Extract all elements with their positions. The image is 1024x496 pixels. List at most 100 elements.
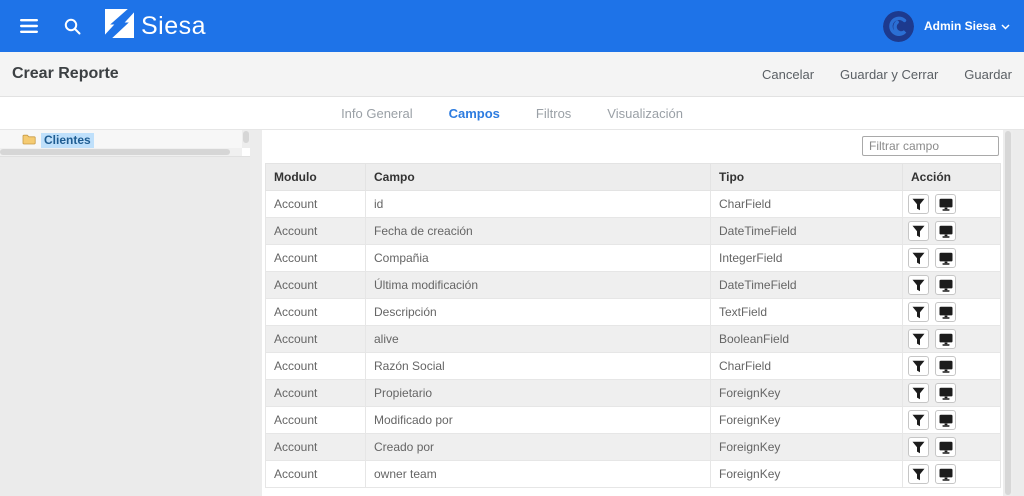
- siesa-logo-icon: [101, 9, 138, 43]
- cell-accion: [902, 298, 1001, 326]
- monitor-icon[interactable]: [935, 464, 957, 484]
- filter-field-input[interactable]: [862, 136, 999, 156]
- fields-table: Modulo Campo Tipo Acción Account id Char…: [265, 163, 1001, 488]
- tab-visualizacion[interactable]: Visualización: [607, 105, 683, 121]
- cell-accion: [902, 325, 1001, 353]
- cell-tipo: DateTimeField: [710, 271, 903, 299]
- cell-campo: owner team: [365, 460, 711, 488]
- cell-accion: [902, 190, 1001, 218]
- monitor-icon[interactable]: [935, 194, 957, 214]
- filter-icon[interactable]: [908, 356, 929, 376]
- cell-accion: [902, 379, 1001, 407]
- table-row: Account Última modificación DateTimeFiel…: [265, 271, 1001, 299]
- monitor-icon[interactable]: [935, 221, 957, 241]
- cell-accion: [902, 406, 1001, 434]
- cell-campo: Descripción: [365, 298, 711, 326]
- monitor-icon[interactable]: [935, 275, 957, 295]
- tab-campos[interactable]: Campos: [448, 105, 500, 121]
- cell-tipo: ForeignKey: [710, 406, 903, 434]
- tree-vertical-scrollbar[interactable]: [242, 130, 250, 149]
- monitor-icon[interactable]: [935, 302, 957, 322]
- table-header-row: Modulo Campo Tipo Acción: [265, 163, 1001, 191]
- filter-icon[interactable]: [908, 275, 929, 295]
- folder-icon: [22, 132, 36, 150]
- report-toolbar: Crear Reporte Cancelar Guardar y Cerrar …: [0, 52, 1024, 97]
- cell-modulo: Account: [265, 460, 366, 488]
- cell-tipo: CharField: [710, 352, 903, 380]
- cell-modulo: Account: [265, 217, 366, 245]
- table-row: Account Descripción TextField: [265, 298, 1001, 326]
- cell-accion: [902, 271, 1001, 299]
- user-avatar[interactable]: [882, 10, 914, 42]
- cell-campo: alive: [365, 325, 711, 353]
- header-campo: Campo: [365, 163, 711, 191]
- cell-campo: Fecha de creación: [365, 217, 711, 245]
- chevron-down-icon: [1001, 17, 1010, 35]
- cell-accion: [902, 460, 1001, 488]
- filter-icon[interactable]: [908, 437, 929, 457]
- table-row: Account Fecha de creación DateTimeField: [265, 217, 1001, 245]
- fields-panel: Modulo Campo Tipo Acción Account id Char…: [262, 130, 1003, 496]
- tree-panel: Clientes: [0, 130, 250, 157]
- cell-accion: [902, 244, 1001, 272]
- monitor-icon[interactable]: [935, 383, 957, 403]
- cell-campo: Modificado por: [365, 406, 711, 434]
- cell-modulo: Account: [265, 271, 366, 299]
- monitor-icon[interactable]: [935, 356, 957, 376]
- cancel-button[interactable]: Cancelar: [762, 63, 814, 86]
- filter-icon[interactable]: [908, 383, 929, 403]
- save-and-close-button[interactable]: Guardar y Cerrar: [840, 63, 938, 86]
- cell-modulo: Account: [265, 433, 366, 461]
- cell-campo: id: [365, 190, 711, 218]
- monitor-icon[interactable]: [935, 248, 957, 268]
- cell-campo: Creado por: [365, 433, 711, 461]
- filter-icon[interactable]: [908, 194, 929, 214]
- header-tipo: Tipo: [710, 163, 903, 191]
- cell-tipo: IntegerField: [710, 244, 903, 272]
- tree-item-clientes[interactable]: Clientes: [0, 130, 250, 149]
- cell-tipo: ForeignKey: [710, 460, 903, 488]
- brand-text: Siesa: [141, 11, 207, 40]
- cell-tipo: DateTimeField: [710, 217, 903, 245]
- cell-modulo: Account: [265, 406, 366, 434]
- header-accion: Acción: [902, 163, 1001, 191]
- filter-icon[interactable]: [908, 248, 929, 268]
- monitor-icon[interactable]: [935, 329, 957, 349]
- filter-icon[interactable]: [908, 302, 929, 322]
- cell-modulo: Account: [265, 298, 366, 326]
- cell-accion: [902, 433, 1001, 461]
- main-vertical-scrollbar[interactable]: [1003, 130, 1013, 496]
- filter-icon[interactable]: [908, 221, 929, 241]
- tab-filtros[interactable]: Filtros: [535, 105, 572, 121]
- header-modulo: Modulo: [265, 163, 366, 191]
- user-menu[interactable]: Admin Siesa: [924, 17, 1010, 35]
- monitor-icon[interactable]: [935, 410, 957, 430]
- siesa-logo[interactable]: Siesa: [101, 9, 207, 43]
- table-row: Account owner team ForeignKey: [265, 460, 1001, 488]
- table-row: Account Propietario ForeignKey: [265, 379, 1001, 407]
- filter-icon[interactable]: [908, 410, 929, 430]
- cell-tipo: BooleanField: [710, 325, 903, 353]
- filter-icon[interactable]: [908, 464, 929, 484]
- sidebar-body: [0, 157, 250, 496]
- hamburger-menu-icon[interactable]: [14, 13, 44, 39]
- table-row: Account Razón Social CharField: [265, 352, 1001, 380]
- user-name: Admin Siesa: [923, 19, 996, 33]
- cell-modulo: Account: [265, 325, 366, 353]
- cell-modulo: Account: [265, 244, 366, 272]
- cell-modulo: Account: [265, 352, 366, 380]
- filter-icon[interactable]: [908, 329, 929, 349]
- table-row: Account id CharField: [265, 190, 1001, 218]
- monitor-icon[interactable]: [935, 437, 957, 457]
- cell-tipo: ForeignKey: [710, 433, 903, 461]
- filter-row: [262, 130, 1003, 163]
- search-icon[interactable]: [58, 12, 87, 41]
- page-title: Crear Reporte: [12, 65, 119, 82]
- tree-horizontal-scrollbar[interactable]: [0, 148, 242, 156]
- cell-modulo: Account: [265, 190, 366, 218]
- tab-info-general[interactable]: Info General: [341, 105, 413, 121]
- sidebar-gutter: [250, 130, 262, 496]
- table-row: Account alive BooleanField: [265, 325, 1001, 353]
- table-row: Account Creado por ForeignKey: [265, 433, 1001, 461]
- save-button[interactable]: Guardar: [964, 63, 1012, 86]
